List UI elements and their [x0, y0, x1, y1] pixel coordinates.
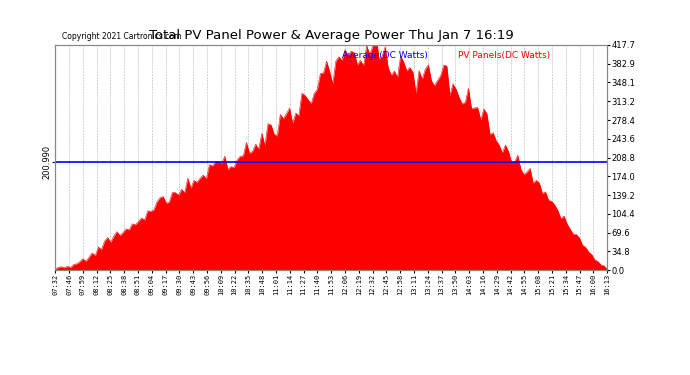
Text: Copyright 2021 Cartronics.com: Copyright 2021 Cartronics.com [62, 32, 181, 41]
Text: Average(DC Watts): Average(DC Watts) [342, 51, 428, 60]
Title: Total PV Panel Power & Average Power Thu Jan 7 16:19: Total PV Panel Power & Average Power Thu… [149, 30, 513, 42]
Text: PV Panels(DC Watts): PV Panels(DC Watts) [458, 51, 551, 60]
